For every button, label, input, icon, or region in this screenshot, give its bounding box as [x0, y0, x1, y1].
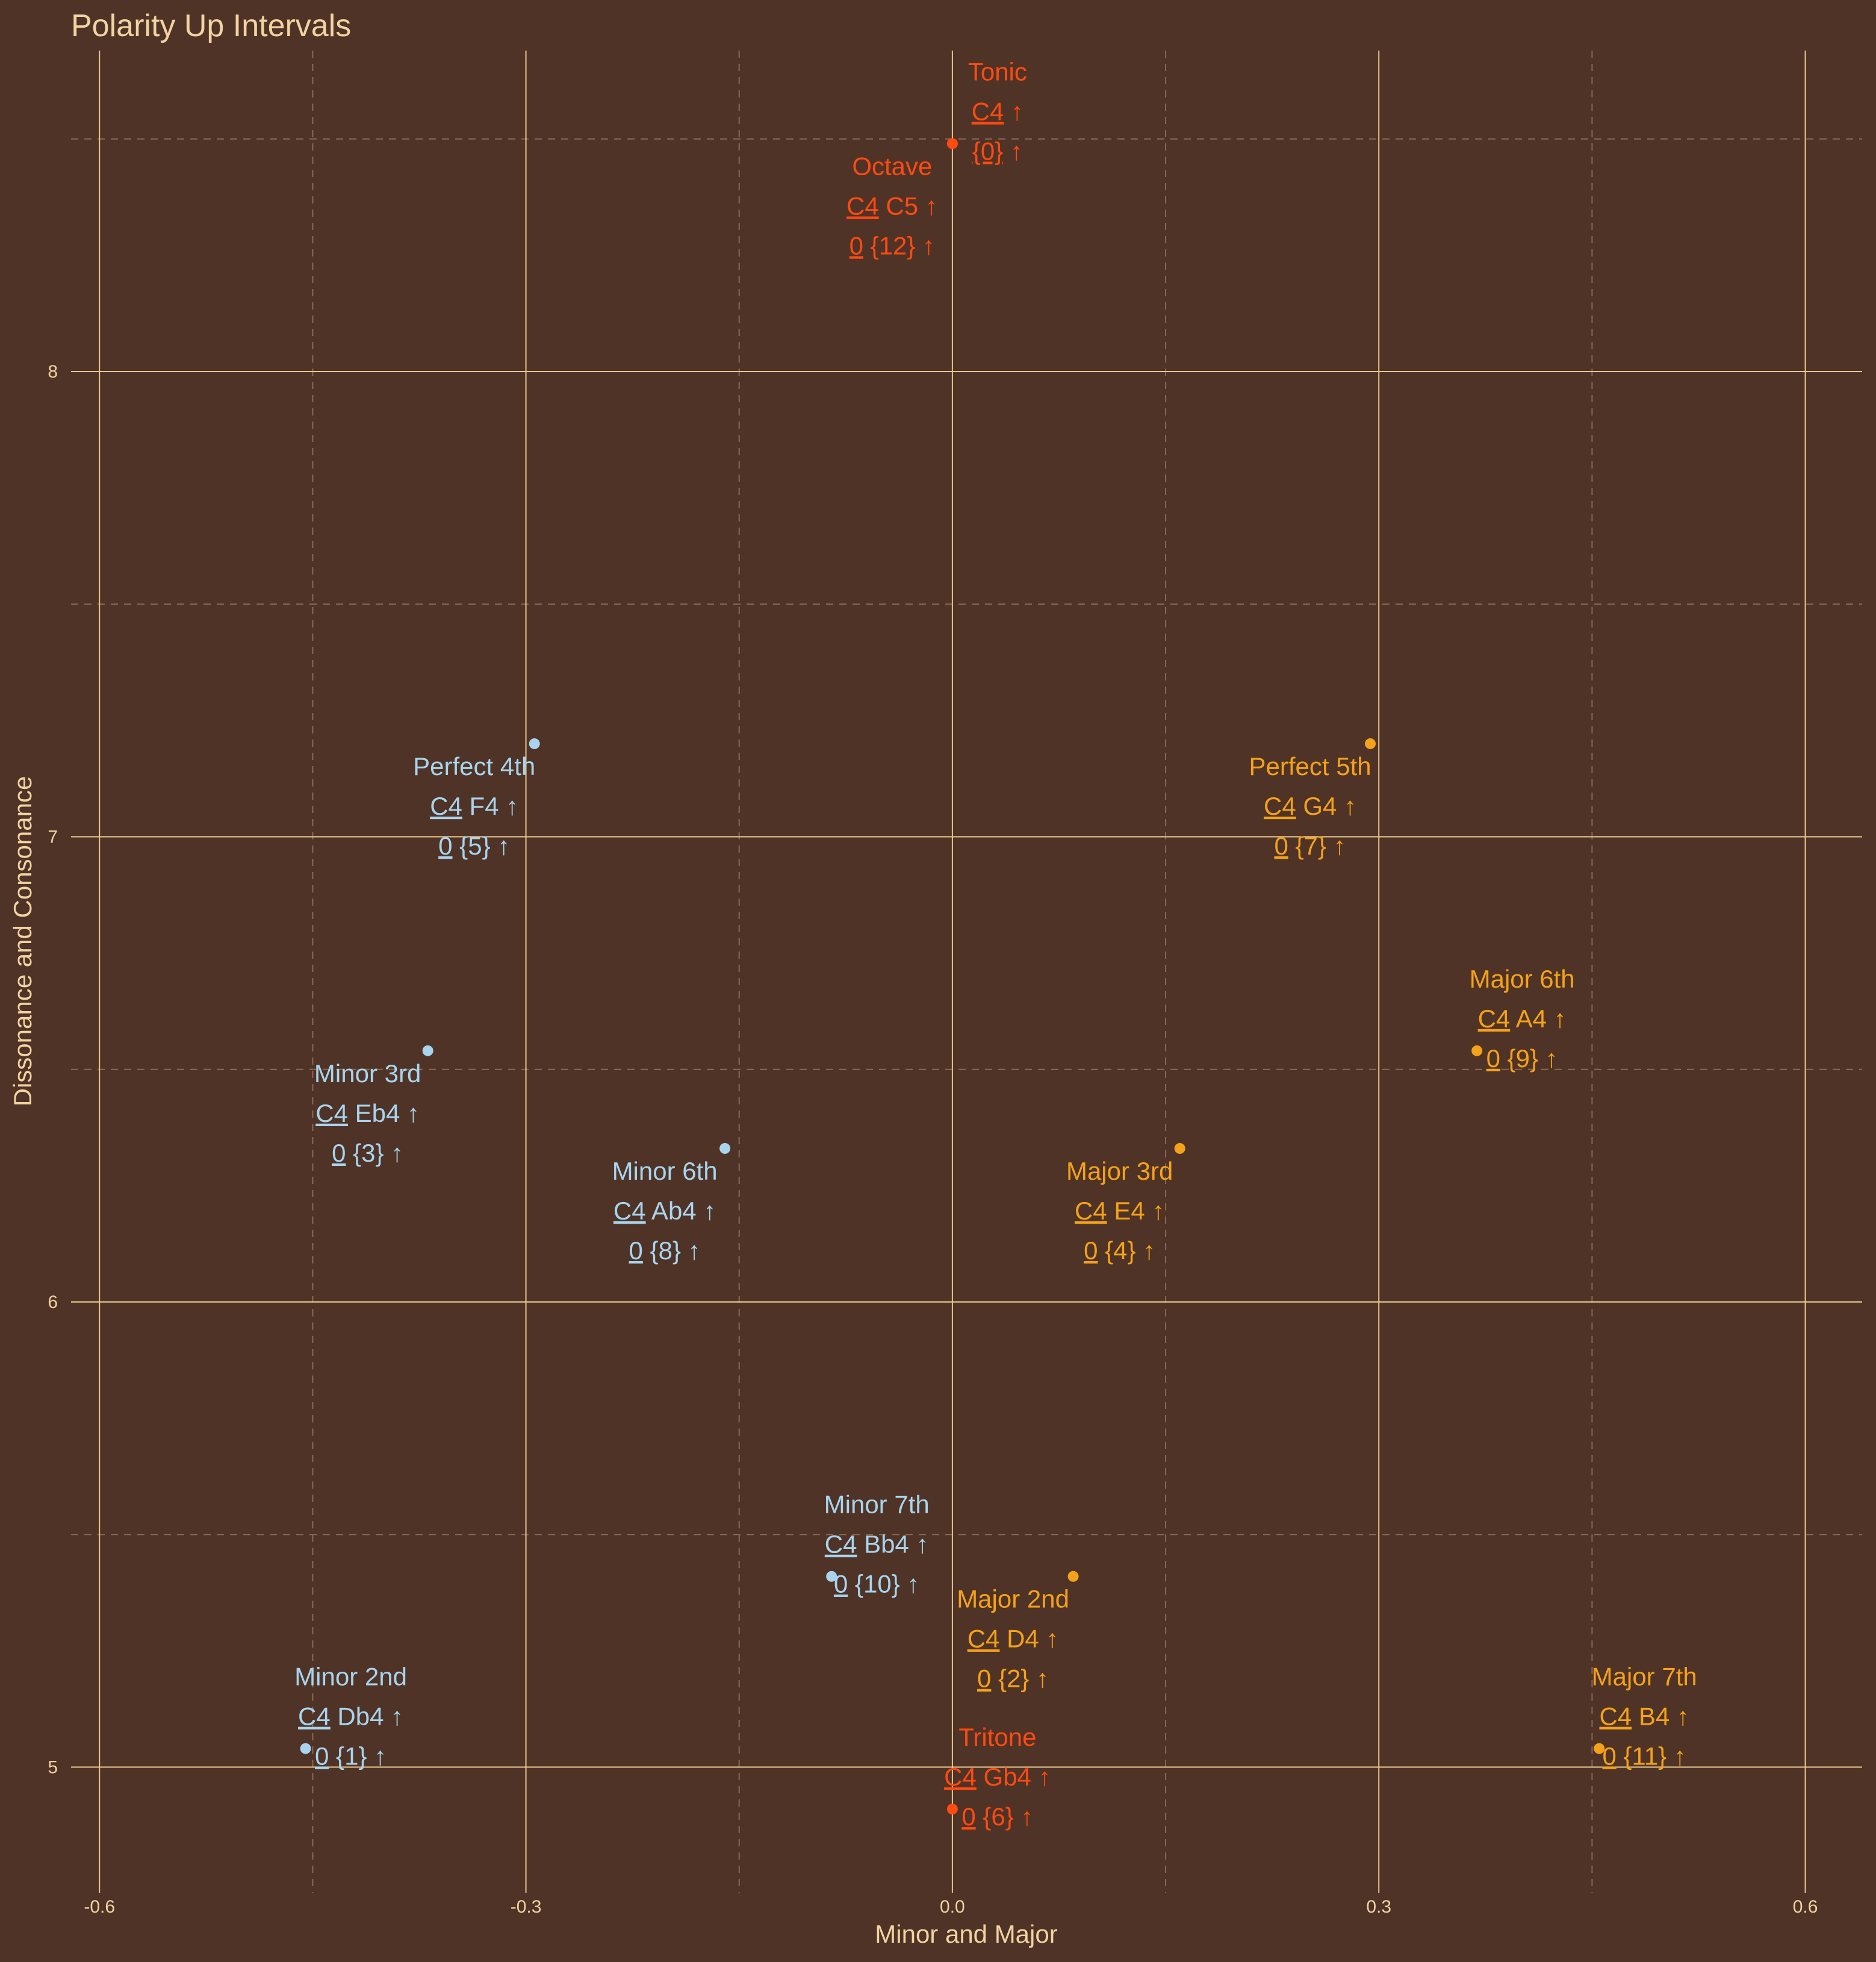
point-label-notes: C4 A4 ↑	[1478, 1004, 1567, 1033]
point-label-pitch-classes: 0 {9} ↑	[1486, 1044, 1558, 1073]
data-point	[1067, 1571, 1079, 1582]
y-tick-label: 6	[48, 1292, 58, 1312]
x-tick-label: 0.3	[1366, 1897, 1391, 1917]
point-labels: Tonic C4 ↑ {0} ↑ Octave C4 C5 ↑ 0 {12} ↑ Perfe…	[294, 57, 1697, 1830]
point-label-pitch-classes: 0 {6} ↑	[961, 1802, 1033, 1831]
point-label-name: Tonic	[968, 57, 1027, 86]
point-label-notes: C4 D4 ↑	[968, 1625, 1059, 1653]
point-label-pitch-classes: 0 {7} ↑	[1274, 832, 1346, 860]
chart-title: Polarity Up Intervals	[71, 8, 351, 43]
point-label-notes: C4 Eb4 ↑	[315, 1099, 420, 1127]
data-point	[946, 1803, 958, 1814]
point-label-notes: C4 G4 ↑	[1264, 792, 1356, 820]
grid	[71, 51, 1862, 1893]
point-label-pitch-classes: 0 {8} ↑	[629, 1236, 701, 1265]
point-label-name: Major 3rd	[1066, 1157, 1173, 1185]
point-label-name: Minor 2nd	[294, 1663, 407, 1691]
data-point	[1594, 1743, 1605, 1754]
point-label-name: Minor 3rd	[314, 1059, 421, 1088]
point-label-group: Minor 6th C4 Ab4 ↑ 0 {8} ↑	[612, 1157, 718, 1265]
point-label-pitch-classes: 0 {5} ↑	[438, 832, 510, 860]
x-tick-label: -0.6	[84, 1897, 115, 1917]
x-axis-title: Minor and Major	[875, 1920, 1057, 1948]
point-label-group: Major 3rd C4 E4 ↑ 0 {4} ↑	[1066, 1157, 1173, 1265]
point-label-pitch-classes: 0 {1} ↑	[315, 1742, 387, 1770]
point-label-notes: C4 Db4 ↑	[298, 1702, 403, 1731]
point-label-group: Major 2nd C4 D4 ↑ 0 {2} ↑	[957, 1585, 1069, 1693]
point-label-name: Perfect 5th	[1249, 752, 1371, 780]
point-label-group: Tonic C4 ↑ {0} ↑	[968, 57, 1027, 165]
data-point	[422, 1045, 433, 1056]
point-label-group: Major 7th C4 B4 ↑ 0 {11} ↑	[1592, 1663, 1697, 1770]
data-point	[1365, 738, 1376, 749]
data-point	[946, 138, 958, 149]
point-label-name: Major 2nd	[957, 1585, 1069, 1613]
data-point	[1174, 1143, 1185, 1154]
point-label-pitch-classes: {0} ↑	[972, 137, 1023, 165]
point-label-group: Perfect 5th C4 G4 ↑ 0 {7} ↑	[1249, 752, 1371, 860]
point-label-notes: C4 Bb4 ↑	[825, 1530, 929, 1559]
point-label-notes: C4 ↑	[972, 97, 1023, 125]
point-label-pitch-classes: 0 {3} ↑	[332, 1139, 403, 1167]
point-label-pitch-classes: 0 {12} ↑	[849, 231, 935, 260]
point-label-name: Minor 7th	[824, 1490, 930, 1519]
point-label-name: Octave	[852, 152, 932, 180]
data-point	[719, 1143, 731, 1154]
data-points	[300, 138, 1605, 1814]
point-label-notes: C4 E4 ↑	[1075, 1197, 1164, 1225]
axis-ticks: -0.6 -0.3 0.0 0.3 0.6 5 6 7 8	[48, 362, 1818, 1917]
x-tick-label: 0.6	[1793, 1897, 1818, 1917]
point-label-notes: C4 Ab4 ↑	[613, 1197, 716, 1225]
point-label-group: Minor 7th C4 Bb4 ↑ 0 {10} ↑	[824, 1490, 930, 1598]
point-label-notes: C4 Gb4 ↑	[944, 1763, 1051, 1791]
point-label-pitch-classes: 0 {4} ↑	[1084, 1236, 1155, 1265]
point-label-group: Octave C4 C5 ↑ 0 {12} ↑	[846, 152, 938, 260]
point-label-group: Major 6th C4 A4 ↑ 0 {9} ↑	[1470, 965, 1575, 1073]
data-point	[529, 738, 540, 749]
point-label-name: Perfect 4th	[413, 752, 535, 780]
point-label-name: Major 6th	[1470, 965, 1575, 993]
y-axis-title: Dissonance and Consonance	[8, 776, 37, 1107]
y-tick-label: 7	[48, 827, 58, 847]
point-label-group: Perfect 4th C4 F4 ↑ 0 {5} ↑	[413, 752, 535, 860]
point-label-pitch-classes: 0 {10} ↑	[834, 1570, 919, 1598]
point-label-name: Tritone	[958, 1723, 1036, 1751]
point-label-group: Tritone C4 Gb4 ↑ 0 {6} ↑	[944, 1723, 1051, 1831]
point-label-pitch-classes: 0 {2} ↑	[977, 1665, 1049, 1693]
point-label-notes: C4 F4 ↑	[430, 792, 518, 820]
point-label-notes: C4 B4 ↑	[1599, 1702, 1689, 1731]
x-tick-label: -0.3	[511, 1897, 542, 1917]
point-label-group: Minor 2nd C4 Db4 ↑ 0 {1} ↑	[294, 1663, 407, 1770]
point-label-group: Minor 3rd C4 Eb4 ↑ 0 {3} ↑	[314, 1059, 421, 1167]
point-label-name: Major 7th	[1592, 1663, 1697, 1691]
point-label-notes: C4 C5 ↑	[846, 192, 938, 220]
y-tick-label: 8	[48, 362, 58, 382]
point-label-name: Minor 6th	[612, 1157, 718, 1185]
y-tick-label: 5	[48, 1757, 58, 1777]
point-label-pitch-classes: 0 {11} ↑	[1603, 1742, 1686, 1770]
data-point	[1471, 1045, 1483, 1056]
data-point	[826, 1571, 837, 1582]
data-point	[300, 1743, 311, 1754]
x-tick-label: 0.0	[940, 1897, 965, 1917]
